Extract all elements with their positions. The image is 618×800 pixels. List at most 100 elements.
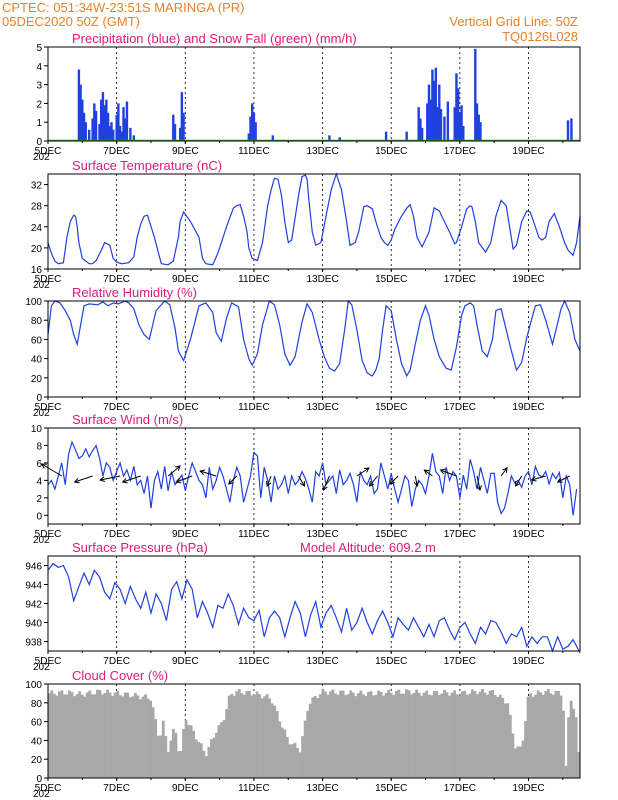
cloud-bar: [425, 690, 429, 778]
cloud-bar: [174, 732, 178, 778]
y-tick-label: 80: [31, 316, 43, 327]
cloud-bar: [516, 746, 520, 778]
precip-bar: [112, 129, 115, 141]
y-tick-label: 0: [36, 393, 42, 404]
cloud-bar: [235, 691, 239, 778]
cloud-bar: [339, 690, 342, 778]
x-tick-label: 19DEC: [512, 402, 544, 413]
precip-bar: [117, 103, 120, 141]
cloud-bar: [362, 694, 365, 778]
pressure-frame: [47, 555, 581, 652]
wind-arrowhead: [368, 480, 375, 487]
x-tick-label: 9DEC: [172, 146, 199, 157]
cloud-bar: [402, 693, 406, 778]
precip-bar: [458, 112, 462, 141]
cloud-bar: [260, 698, 264, 778]
x-tick-label: 19DEC: [512, 529, 544, 540]
cloud-bar: [519, 746, 522, 778]
cloud-bar: [427, 694, 431, 778]
cloud-bar: [248, 690, 251, 778]
wind-arrowhead: [175, 477, 182, 484]
cloud-bar: [486, 694, 489, 778]
cloud-bar: [574, 717, 578, 778]
y-tick-label: 10: [31, 424, 43, 435]
cloud-bar: [559, 695, 563, 778]
cloud-bars: [47, 688, 581, 778]
cloud-bar: [438, 695, 441, 778]
cloud-bar: [491, 690, 494, 778]
wind-arrowhead: [73, 477, 80, 484]
x-tick-label: 13DEC: [306, 529, 338, 540]
cloud-bar: [435, 691, 439, 778]
pressure-title: Surface Pressure (hPa): [72, 540, 208, 555]
header-date: 05DEC2020 50Z (GMT): [2, 14, 140, 29]
cloud-bar: [52, 693, 56, 778]
cloud-bar: [450, 692, 454, 778]
cloud-bar: [250, 695, 254, 778]
wind-arrowhead: [439, 468, 446, 475]
cloud-bar: [265, 694, 269, 778]
x-tick-label: 11DEC: [238, 402, 270, 413]
cloud-bar: [291, 744, 294, 778]
precip-bar: [460, 105, 463, 141]
cloud-bar: [255, 691, 259, 778]
cloud-bar: [192, 730, 196, 778]
cloud-bar: [539, 692, 543, 778]
cloud-bar: [245, 690, 249, 778]
precip-bar: [438, 84, 441, 141]
cloud-bar: [389, 692, 393, 778]
cloud-bar: [483, 692, 487, 778]
x-tick-label: 7DEC: [103, 402, 130, 413]
y-tick-label: 0: [36, 774, 42, 785]
x-tick-label: 7DEC: [103, 529, 130, 540]
precip-bar: [122, 107, 125, 141]
x-tick-label: 11DEC: [238, 656, 270, 667]
cloud-bar: [496, 696, 500, 778]
precip-bar: [91, 118, 94, 141]
y-tick-label: 20: [31, 244, 43, 255]
cloud-bar: [212, 737, 216, 778]
precip-bar: [124, 118, 127, 141]
y-tick-label: 32: [31, 181, 43, 192]
cloud-bar: [308, 703, 312, 778]
x-tick-label: 17DEC: [444, 146, 476, 157]
precip-bar: [432, 80, 436, 141]
cloud-bar: [154, 719, 158, 778]
x-tick-label: 17DEC: [444, 402, 476, 413]
wind-arrowhead: [413, 481, 420, 488]
x-tick-label: 19DEC: [512, 146, 544, 157]
cloud-bar: [364, 695, 368, 778]
cloud-bar: [116, 690, 120, 778]
wind-arrowhead: [515, 480, 521, 487]
cloud-bar: [68, 690, 71, 778]
y-tick-label: 5: [36, 43, 42, 54]
x-tick-label: 9DEC: [172, 783, 199, 794]
cloud-bar: [240, 693, 244, 778]
cloud-bar: [113, 692, 117, 778]
x-year-label: 202: [33, 408, 50, 419]
y-tick-label: 16: [31, 265, 43, 276]
y-tick-label: 24: [31, 223, 43, 234]
cloud-bar: [220, 721, 223, 778]
wind-arrow: [228, 475, 238, 485]
precip-bar: [110, 122, 113, 141]
precip-bar: [79, 84, 82, 141]
cloud-bar: [55, 695, 59, 778]
cloud-bar: [96, 689, 99, 778]
precip-bar: [82, 112, 86, 141]
wind-arrow: [167, 465, 181, 477]
x-tick-label: 7DEC: [103, 656, 130, 667]
precip-bar: [125, 101, 129, 141]
precip-bar: [427, 84, 431, 141]
precip-bar: [271, 135, 275, 141]
cloud-bar: [336, 694, 340, 778]
panels: Precipitation (blue) and Snow Fall (gree…: [25, 31, 581, 800]
wind-arrowhead: [556, 477, 563, 483]
x-tick-label: 15DEC: [375, 146, 407, 157]
precip-bar: [172, 114, 175, 141]
wind-arrow: [476, 475, 481, 491]
wind-frame: [47, 427, 581, 525]
wind-arrow: [74, 475, 93, 483]
wind-arrow: [266, 475, 272, 487]
cloud-bar: [440, 693, 444, 778]
